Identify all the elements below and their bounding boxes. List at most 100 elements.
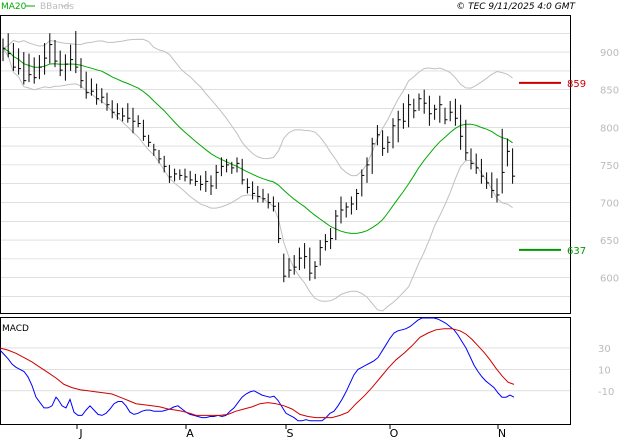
- price-bar: [506, 138, 510, 167]
- macd-lines: [0, 317, 515, 422]
- price-bar: [392, 118, 396, 149]
- price-bar: [59, 50, 63, 77]
- macd-axis: 30 10 -10: [598, 344, 614, 398]
- price-bar: [413, 98, 417, 119]
- price-bar: [324, 234, 328, 251]
- price-bar: [215, 164, 219, 189]
- price-bar: [158, 149, 162, 164]
- price-bar: [28, 53, 32, 83]
- price-bar: [335, 209, 339, 241]
- price-bar: [309, 247, 313, 281]
- price-bar: [402, 103, 406, 129]
- price-bar: [382, 130, 386, 156]
- price-bar: [496, 178, 500, 203]
- price-bar: [387, 136, 391, 153]
- x-tick-label: S: [287, 427, 294, 440]
- x-tick-label: N: [498, 427, 506, 440]
- price-bar: [293, 255, 297, 275]
- legend-ma20: MA20: [1, 2, 27, 12]
- header-legend: MA20 BBands © TEC 9/11/2025 4:0 GMT: [1, 2, 577, 12]
- price-bar: [90, 78, 94, 96]
- price-bar: [122, 107, 126, 122]
- x-tick-label: A: [186, 427, 194, 440]
- price-bar: [418, 93, 422, 111]
- price-bar: [2, 38, 6, 62]
- price-grid: [1, 32, 570, 297]
- price-bar: [350, 196, 354, 215]
- price-bar: [298, 247, 302, 271]
- legend-bbands: BBands: [40, 2, 74, 12]
- price-bar: [288, 258, 292, 278]
- price-bar: [137, 115, 141, 128]
- price-bar: [319, 240, 323, 266]
- price-bar: [111, 100, 115, 119]
- price-bar: [226, 158, 230, 173]
- price-bar: [376, 125, 380, 146]
- price-bar: [220, 157, 224, 177]
- price-bar: [434, 104, 438, 120]
- price-bar: [408, 94, 412, 128]
- price-bar: [361, 169, 365, 197]
- price-bar: [371, 137, 375, 174]
- support-label: 637: [567, 246, 586, 257]
- price-bar: [366, 157, 370, 183]
- price-bar: [470, 148, 474, 170]
- price-bar: [449, 100, 453, 122]
- price-bar: [397, 110, 401, 143]
- macd-title: MACD: [2, 324, 29, 334]
- price-bar: [231, 161, 235, 174]
- macd-grid: [1, 347, 570, 392]
- price-panel: 859 637 600 650 700 750 800 850 900: [0, 15, 619, 314]
- price-tick-label: 800: [600, 123, 619, 134]
- price-bar: [304, 243, 308, 269]
- price-tick-label: 700: [600, 198, 619, 209]
- price-bar: [465, 119, 469, 161]
- price-bar: [23, 52, 27, 85]
- price-tick-label: 750: [600, 161, 619, 172]
- price-bar: [174, 168, 178, 182]
- price-bar: [184, 168, 188, 182]
- price-bar: [179, 169, 183, 180]
- price-bar: [501, 128, 505, 194]
- price-bar: [272, 196, 276, 212]
- price-axis: 600 650 700 750 800 850 900: [600, 48, 619, 285]
- price-panel-frame: [0, 15, 571, 314]
- price-bar: [80, 58, 84, 89]
- price-bar: [54, 40, 58, 68]
- price-bar: [12, 43, 16, 71]
- macd-line: [0, 317, 515, 422]
- price-bar: [70, 44, 74, 71]
- price-bar: [480, 158, 484, 184]
- price-bar: [330, 228, 334, 250]
- macd-tick-label: -10: [598, 387, 614, 398]
- price-bar: [64, 54, 68, 81]
- macd-tick-label: 30: [598, 344, 611, 355]
- price-bar: [236, 157, 240, 173]
- price-bar: [356, 188, 360, 210]
- price-bar: [475, 153, 479, 174]
- price-bar: [423, 89, 427, 114]
- price-bar: [33, 57, 37, 84]
- price-bar: [7, 33, 11, 58]
- price-bar: [428, 95, 432, 126]
- macd-panel: 30 10 -10 MACD: [0, 317, 614, 425]
- price-tick-label: 850: [600, 86, 619, 97]
- price-bar: [96, 83, 100, 105]
- bband-lower: [2, 48, 513, 312]
- price-levels: 859 637: [519, 79, 586, 257]
- price-bar: [49, 33, 53, 64]
- price-bar: [283, 253, 287, 283]
- price-bar: [314, 261, 318, 280]
- price-bar: [38, 55, 42, 80]
- price-bar: [340, 196, 344, 224]
- price-bar: [142, 119, 146, 141]
- price-bar: [44, 43, 48, 75]
- timestamp: © TEC 9/11/2025 4:0 GMT: [456, 2, 576, 12]
- ma20-path: [2, 47, 513, 234]
- price-tick-label: 600: [600, 274, 619, 285]
- price-tick-label: 650: [600, 236, 619, 247]
- price-bar: [194, 173, 198, 186]
- price-bar: [163, 155, 167, 173]
- price-bar: [257, 185, 261, 203]
